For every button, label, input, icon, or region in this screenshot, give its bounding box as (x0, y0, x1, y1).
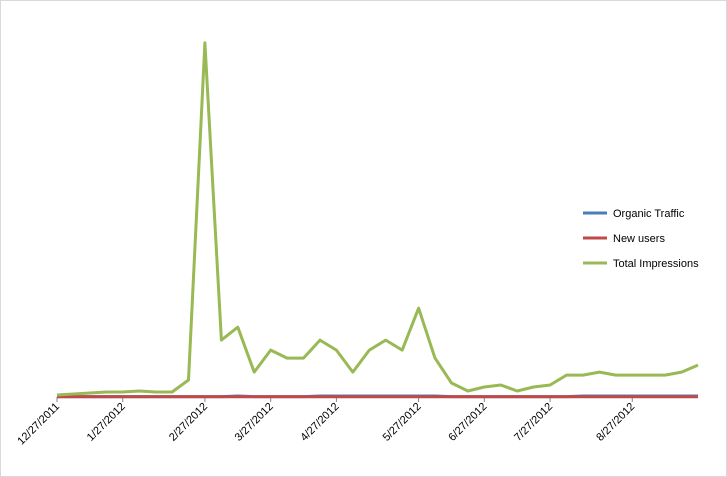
series-line (56, 41, 699, 397)
legend-label: Organic Traffic (613, 208, 685, 220)
legend-label: Total Impressions (613, 258, 699, 270)
legend-label: New users (613, 233, 665, 245)
